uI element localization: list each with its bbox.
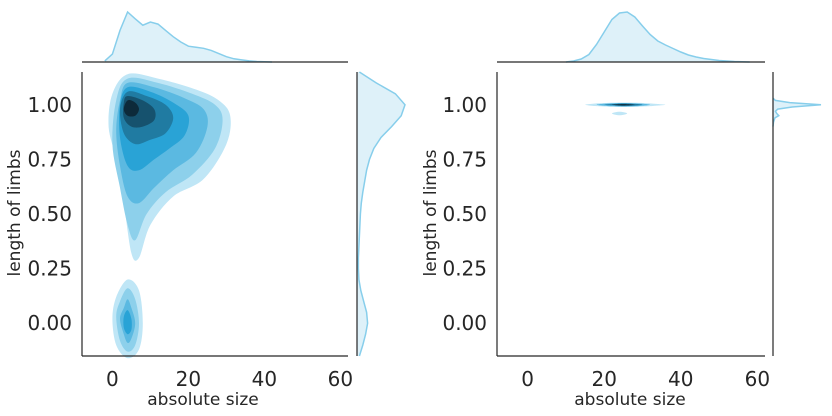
- marginal-x-density-fill: [104, 12, 272, 62]
- y-tick-labels: 0.00 0.25 0.50 0.75 1.00: [442, 93, 487, 335]
- y-tick-label: 1.00: [442, 93, 487, 117]
- x-tick-label: 0: [521, 367, 534, 391]
- x-axis-label: absolute size: [147, 390, 258, 410]
- joint-panel-right: 0 20 40 60 0.00 0.25 0.50 0.75 1.00 abso…: [421, 11, 822, 410]
- y-axis-label: length of limbs: [5, 149, 25, 276]
- y-tick-label: 0.25: [442, 257, 487, 281]
- marginal-y-density-line: [772, 97, 822, 127]
- y-tick-label: 0.75: [27, 147, 72, 171]
- marginal-x-right: [497, 11, 765, 63]
- y-tick-labels: 0.00 0.25 0.50 0.75 1.00: [27, 93, 72, 335]
- y-axis-label: length of limbs: [421, 149, 441, 276]
- x-tick-label: 40: [252, 367, 277, 391]
- y-tick-label: 0.00: [442, 311, 487, 335]
- marginal-y-left: [356, 71, 406, 357]
- x-tick-label: 20: [176, 367, 201, 391]
- joint-panel-left: 0 20 40 60 0.00 0.25 0.50 0.75 1.00 abso…: [5, 10, 406, 410]
- x-axis-label: absolute size: [574, 390, 685, 410]
- x-tick-label: 40: [668, 367, 693, 391]
- x-tick-label: 0: [106, 367, 119, 391]
- x-tick-labels: 0 20 40 60: [521, 367, 770, 391]
- marginal-y-density-line: [357, 71, 406, 357]
- kde-contour-level-7: [123, 100, 139, 117]
- y-tick-label: 0.50: [442, 202, 487, 226]
- kde-contour-level-7: [611, 104, 635, 106]
- marginal-x-left: [82, 10, 348, 63]
- marginal-x-density-line: [565, 11, 750, 63]
- kde-contours: [585, 102, 666, 116]
- kde-contour-level-1: [611, 111, 628, 116]
- x-tick-label: 60: [328, 367, 353, 391]
- y-tick-label: 0.75: [442, 147, 487, 171]
- y-tick-label: 0.50: [27, 202, 72, 226]
- y-tick-label: 0.00: [27, 311, 72, 335]
- x-tick-label: 60: [745, 367, 770, 391]
- kde-contour-level-4: [123, 310, 132, 335]
- x-tick-labels: 0 20 40 60: [106, 367, 353, 391]
- marginal-y-density-fill: [357, 72, 405, 356]
- y-tick-label: 0.25: [27, 257, 72, 281]
- marginal-x-density-line: [104, 10, 273, 63]
- x-tick-label: 20: [591, 367, 616, 391]
- marginal-x-density-fill: [565, 12, 750, 62]
- y-tick-label: 1.00: [27, 93, 72, 117]
- marginal-y-right: [772, 72, 822, 356]
- kde-contours: [108, 73, 231, 359]
